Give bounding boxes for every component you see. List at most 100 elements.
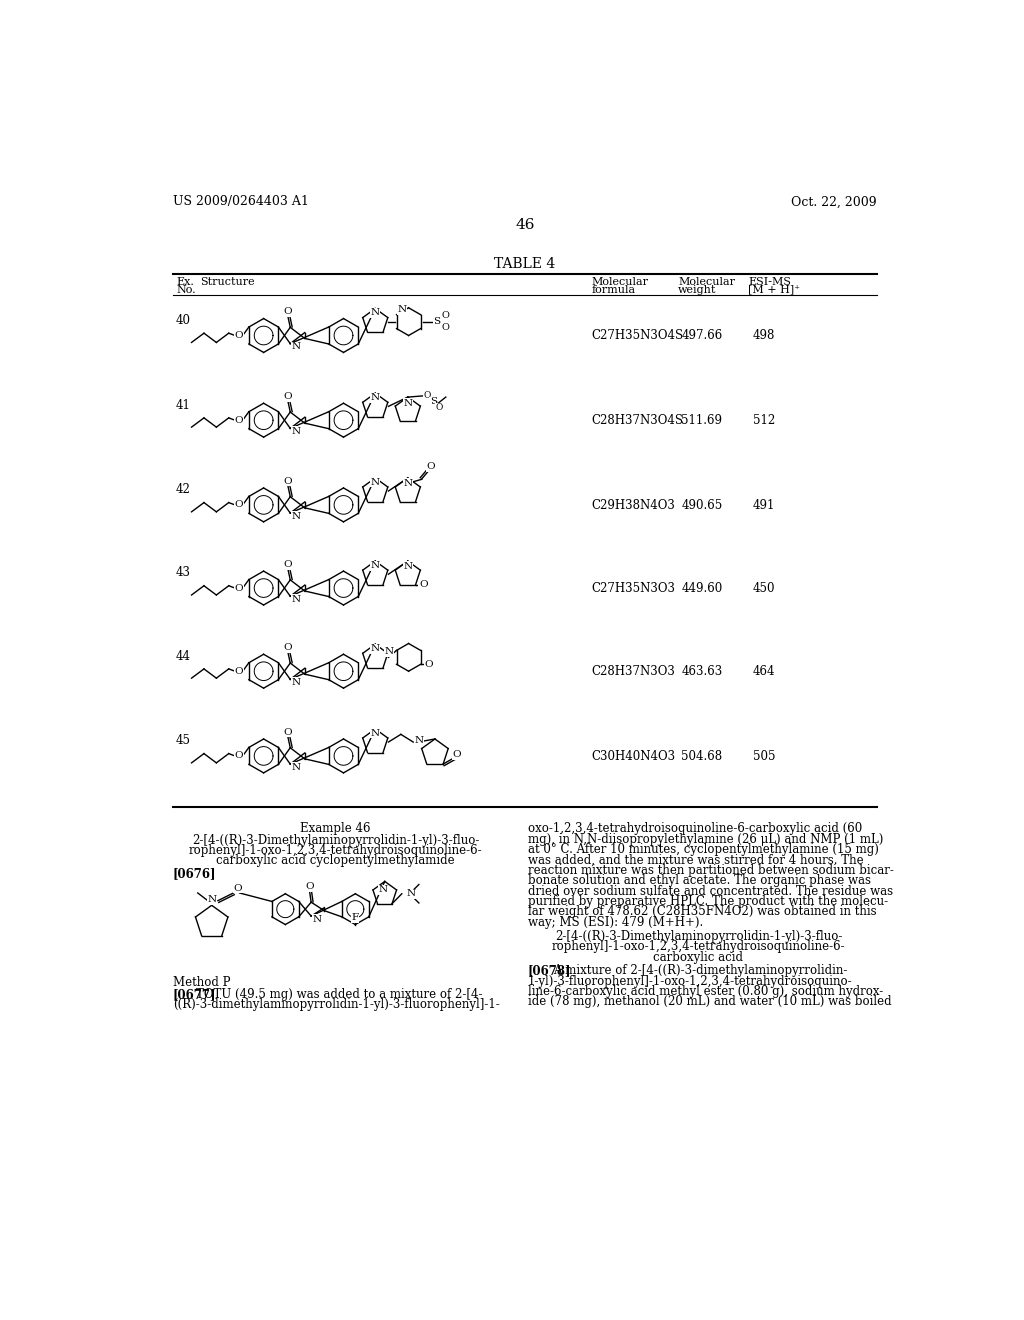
Text: N: N — [384, 648, 393, 656]
Text: O: O — [453, 750, 462, 759]
Text: bonate solution and ethyl acetate. The organic phase was: bonate solution and ethyl acetate. The o… — [528, 874, 870, 887]
Text: C29H38N4O3: C29H38N4O3 — [592, 499, 675, 512]
Text: reaction mixture was then partitioned between sodium bicar-: reaction mixture was then partitioned be… — [528, 863, 894, 876]
Text: Molecular: Molecular — [592, 277, 648, 286]
Text: 463.63: 463.63 — [681, 665, 723, 678]
Text: C30H40N4O3: C30H40N4O3 — [592, 750, 676, 763]
Text: 46: 46 — [515, 218, 535, 232]
Text: N: N — [292, 763, 301, 772]
Text: N: N — [403, 399, 413, 408]
Text: O: O — [234, 751, 243, 760]
Text: 1-yl)-3-fluorophenyl]-1-oxo-1,2,3,4-tetrahydroisoquino-: 1-yl)-3-fluorophenyl]-1-oxo-1,2,3,4-tetr… — [528, 974, 853, 987]
Text: Method P: Method P — [173, 977, 230, 989]
Text: 45: 45 — [176, 734, 191, 747]
Text: N: N — [207, 895, 216, 904]
Text: N: N — [292, 426, 301, 436]
Text: O: O — [284, 392, 292, 401]
Text: 464: 464 — [753, 665, 775, 678]
Text: 2-[4-((R)-3-Dimethylaminopyrrolidin-1-yl)-3-fluo-: 2-[4-((R)-3-Dimethylaminopyrrolidin-1-yl… — [555, 929, 842, 942]
Text: weight: weight — [678, 285, 717, 294]
Text: O: O — [284, 560, 292, 569]
Text: S: S — [430, 397, 437, 407]
Text: 41: 41 — [176, 399, 190, 412]
Text: at 0° C. After 10 minutes, cyclopentylmethylamine (15 mg): at 0° C. After 10 minutes, cyclopentylme… — [528, 843, 879, 855]
Text: O: O — [427, 462, 435, 471]
Text: Structure: Structure — [200, 277, 255, 286]
Text: N: N — [292, 342, 301, 351]
Text: 498: 498 — [753, 330, 775, 342]
Text: N: N — [403, 562, 413, 570]
Text: O: O — [234, 583, 243, 593]
Text: carboxylic acid: carboxylic acid — [653, 950, 743, 964]
Text: 449.60: 449.60 — [681, 582, 723, 595]
Text: C28H37N3O3: C28H37N3O3 — [592, 665, 675, 678]
Text: O: O — [441, 323, 449, 333]
Text: oxo-1,2,3,4-tetrahydroisoquinoline-6-carboxylic acid (60: oxo-1,2,3,4-tetrahydroisoquinoline-6-car… — [528, 822, 862, 836]
Text: N: N — [371, 644, 380, 653]
Text: S: S — [433, 317, 440, 326]
Text: O: O — [441, 312, 449, 319]
Text: O: O — [436, 404, 443, 412]
Text: N: N — [403, 479, 413, 487]
Text: O: O — [234, 667, 243, 676]
Text: TABLE 4: TABLE 4 — [495, 257, 555, 271]
Text: N: N — [371, 393, 380, 403]
Text: N: N — [371, 309, 380, 318]
Text: N: N — [379, 886, 388, 895]
Text: TOTU (49.5 mg) was added to a mixture of 2-[4-: TOTU (49.5 mg) was added to a mixture of… — [197, 987, 482, 1001]
Text: line-6-carboxylic acid methyl ester (0.80 g), sodium hydrox-: line-6-carboxylic acid methyl ester (0.8… — [528, 985, 883, 998]
Text: O: O — [284, 643, 292, 652]
Text: 491: 491 — [753, 499, 775, 512]
Text: No.: No. — [176, 285, 196, 294]
Text: N: N — [397, 305, 407, 314]
Text: O: O — [234, 500, 243, 510]
Text: O: O — [234, 416, 243, 425]
Text: N: N — [312, 915, 322, 924]
Text: N: N — [371, 729, 380, 738]
Text: 43: 43 — [176, 566, 191, 579]
Text: C27H35N3O4S: C27H35N3O4S — [592, 330, 684, 342]
Text: N: N — [415, 737, 424, 744]
Text: purified by preparative HPLC. The product with the molecu-: purified by preparative HPLC. The produc… — [528, 895, 888, 908]
Text: 505: 505 — [753, 750, 775, 763]
Text: lar weight of 478.62 (C28H35FN4O2) was obtained in this: lar weight of 478.62 (C28H35FN4O2) was o… — [528, 906, 877, 919]
Text: was added, and the mixture was stirred for 4 hours. The: was added, and the mixture was stirred f… — [528, 853, 863, 866]
Text: 450: 450 — [753, 582, 775, 595]
Text: carboxylic acid cyclopentylmethylamide: carboxylic acid cyclopentylmethylamide — [216, 854, 455, 867]
Text: Example 46: Example 46 — [300, 822, 371, 836]
Text: O: O — [419, 581, 428, 589]
Text: O: O — [424, 660, 433, 669]
Text: C28H37N3O4S: C28H37N3O4S — [592, 414, 683, 428]
Text: 504.68: 504.68 — [681, 750, 723, 763]
Text: [M + H]⁺: [M + H]⁺ — [748, 285, 800, 294]
Text: O: O — [284, 727, 292, 737]
Text: O: O — [233, 884, 243, 892]
Text: US 2009/0264403 A1: US 2009/0264403 A1 — [173, 195, 309, 209]
Text: N: N — [407, 890, 416, 898]
Text: ide (78 mg), methanol (20 mL) and water (10 mL) was boiled: ide (78 mg), methanol (20 mL) and water … — [528, 995, 892, 1008]
Text: N: N — [371, 478, 380, 487]
Text: formula: formula — [592, 285, 636, 294]
Text: O: O — [284, 477, 292, 486]
Text: C27H35N3O3: C27H35N3O3 — [592, 582, 676, 595]
Text: dried over sodium sulfate and concentrated. The residue was: dried over sodium sulfate and concentrat… — [528, 884, 893, 898]
Text: 512: 512 — [753, 414, 775, 428]
Text: O: O — [424, 391, 431, 400]
Text: rophenyl]-1-oxo-1,2,3,4-tetrahydroisoquinoline-6-: rophenyl]-1-oxo-1,2,3,4-tetrahydroisoqui… — [188, 845, 482, 858]
Text: N: N — [292, 595, 301, 603]
Text: 511.69: 511.69 — [681, 414, 722, 428]
Text: ((R)-3-dimethylaminopyrrolidin-1-yl)-3-fluorophenyl]-1-: ((R)-3-dimethylaminopyrrolidin-1-yl)-3-f… — [173, 998, 500, 1011]
Text: rophenyl]-1-oxo-1,2,3,4-tetrahydroisoquinoline-6-: rophenyl]-1-oxo-1,2,3,4-tetrahydroisoqui… — [552, 940, 845, 953]
Text: A mixture of 2-[4-((R)-3-dimethylaminopyrrolidin-: A mixture of 2-[4-((R)-3-dimethylaminopy… — [553, 964, 847, 977]
Text: 42: 42 — [176, 483, 190, 496]
Text: O: O — [284, 308, 292, 317]
Text: N: N — [292, 512, 301, 520]
Text: [0678]: [0678] — [528, 964, 571, 977]
Text: F: F — [352, 913, 358, 923]
Text: N: N — [292, 678, 301, 686]
Text: N: N — [371, 561, 380, 570]
Text: [0677]: [0677] — [173, 987, 216, 1001]
Text: 44: 44 — [176, 649, 191, 663]
Text: O: O — [234, 331, 243, 341]
Text: [0676]: [0676] — [173, 867, 216, 880]
